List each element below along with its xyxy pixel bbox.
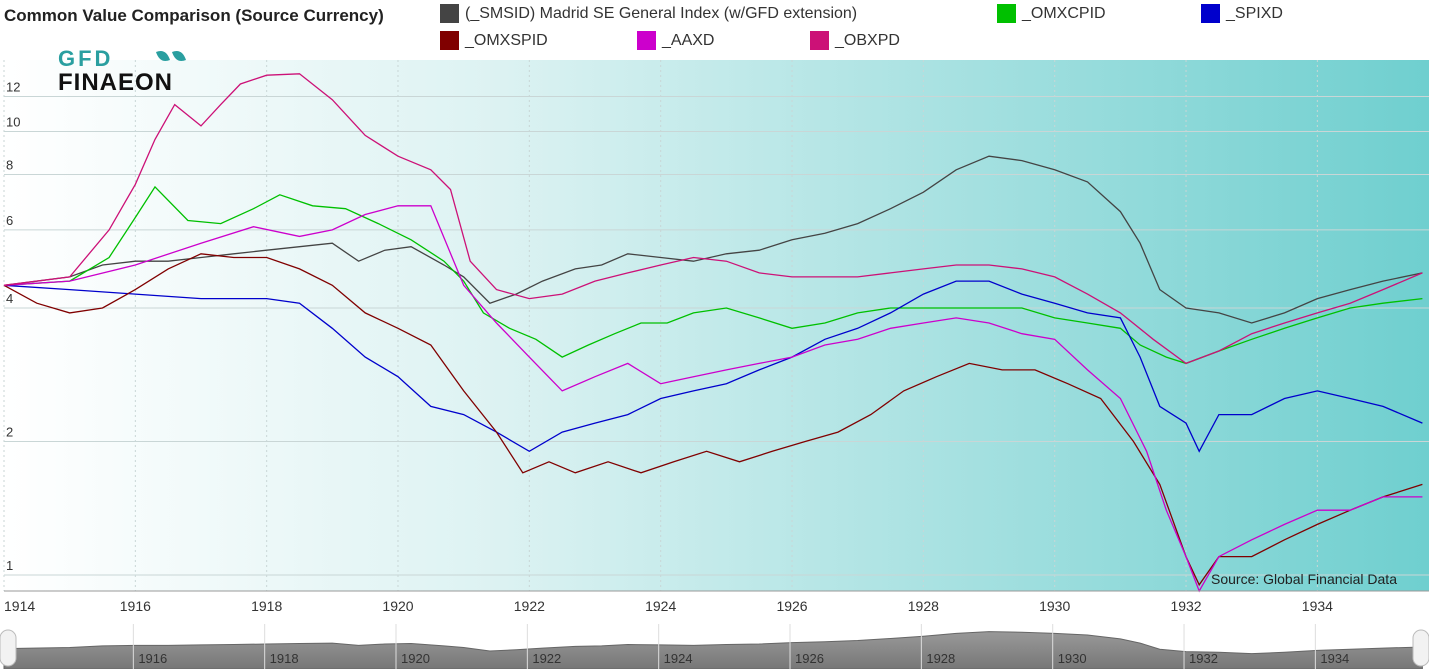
- series-line: [3, 280, 1423, 453]
- navigator-label: 1934: [1320, 651, 1349, 666]
- navigator[interactable]: 1916 1918 1920 1922 1924 1926 1928 1930 1932 1934: [0, 624, 1429, 669]
- logo-line1: GFD: [58, 46, 113, 71]
- legend-item[interactable]: _OMXCPID: [997, 4, 1106, 23]
- legend-swatch: [810, 31, 829, 50]
- x-tick-label: 1916: [120, 598, 151, 614]
- legend-item[interactable]: _AAXD: [637, 31, 714, 50]
- legend-swatch: [1201, 4, 1220, 23]
- legend-label: _SPIXD: [1226, 4, 1283, 22]
- legend-swatch: [997, 4, 1016, 23]
- navigator-label: 1928: [926, 651, 955, 666]
- x-tick-label: 1922: [514, 598, 545, 614]
- series-line: [3, 185, 1423, 365]
- leaf-icon: [156, 51, 186, 61]
- legend-swatch: [637, 31, 656, 50]
- x-tick-label: 1928: [908, 598, 939, 614]
- x-tick-label: 1918: [251, 598, 282, 614]
- y-tick-label: 6: [6, 213, 13, 228]
- navigator-label: 1918: [270, 651, 299, 666]
- series-line: [3, 73, 1423, 365]
- x-tick-label: 1920: [382, 598, 413, 614]
- navigator-left-handle[interactable]: [0, 629, 17, 667]
- source-note: Source: Global Financial Data: [1211, 571, 1397, 587]
- x-tick-label: 1934: [1302, 598, 1333, 614]
- navigator-label: 1924: [664, 651, 693, 666]
- y-tick-label: 2: [6, 424, 13, 439]
- legend-swatch: [440, 4, 459, 23]
- y-tick-label: 1: [6, 558, 13, 573]
- navigator-area: [3, 631, 1423, 669]
- logo-line2: FINAEON: [58, 69, 173, 96]
- legend-swatch: [440, 31, 459, 50]
- legend-item[interactable]: _SPIXD: [1201, 4, 1283, 23]
- chart-title: Common Value Comparison (Source Currency…: [4, 6, 384, 25]
- navigator-label: 1930: [1058, 651, 1087, 666]
- y-tick-label: 4: [6, 291, 13, 306]
- series-line: [3, 205, 1423, 593]
- legend-item[interactable]: _OMXSPID: [440, 31, 548, 50]
- gfd-finaeon-logo: GFD FINAEON: [58, 46, 238, 96]
- x-tick-label: 1932: [1170, 598, 1201, 614]
- x-tick-label: 1930: [1039, 598, 1070, 614]
- navigator-label: 1916: [138, 651, 167, 666]
- x-tick-label: 1924: [645, 598, 676, 614]
- y-tick-label: 10: [6, 115, 20, 130]
- navigator-label: 1920: [401, 651, 430, 666]
- navigator-label: 1932: [1189, 651, 1218, 666]
- series-line: [3, 155, 1423, 324]
- legend-label: _OMXCPID: [1022, 4, 1106, 22]
- plot-background: [4, 60, 1429, 591]
- series-line: [3, 253, 1423, 587]
- legend-label: _AAXD: [662, 31, 715, 49]
- x-tick-label: 1926: [776, 598, 807, 614]
- grid: [3, 60, 1429, 591]
- y-tick-label: 12: [6, 79, 20, 94]
- legend-item[interactable]: _OBXPD: [810, 31, 900, 50]
- navigator-label: 1922: [532, 651, 561, 666]
- navigator-right-handle[interactable]: [1412, 629, 1429, 667]
- legend-item[interactable]: (_SMSID) Madrid SE General Index (w/GFD …: [440, 4, 857, 23]
- y-tick-label: 8: [6, 158, 13, 173]
- legend-label: _OBXPD: [835, 31, 900, 49]
- navigator-label: 1926: [795, 651, 824, 666]
- legend-label: (_SMSID) Madrid SE General Index (w/GFD …: [465, 4, 858, 22]
- legend-label: _OMXSPID: [465, 31, 548, 49]
- x-tick-label: 1914: [4, 598, 35, 614]
- series-lines: [3, 73, 1423, 593]
